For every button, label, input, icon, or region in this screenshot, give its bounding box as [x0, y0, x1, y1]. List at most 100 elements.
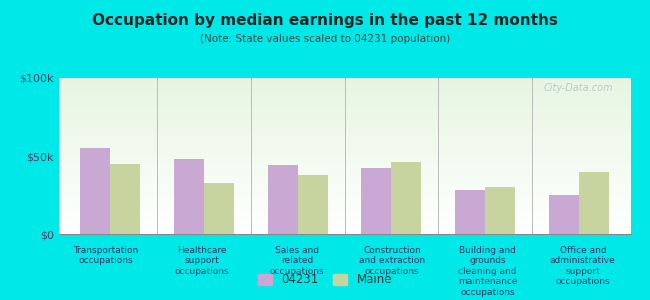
Bar — [58, 137, 630, 139]
Text: Healthcare
support
occupations: Healthcare support occupations — [174, 246, 229, 276]
Text: City-Data.com: City-Data.com — [543, 83, 614, 93]
Text: Construction
and extraction
occupations: Construction and extraction occupations — [359, 246, 425, 276]
Bar — [58, 165, 630, 167]
Bar — [58, 170, 630, 172]
Bar — [58, 189, 630, 190]
Bar — [58, 220, 630, 221]
Bar — [58, 200, 630, 201]
Bar — [58, 106, 630, 108]
Bar — [58, 159, 630, 161]
Bar — [485, 187, 515, 234]
Bar — [58, 196, 630, 198]
Bar — [174, 159, 204, 234]
Bar — [58, 187, 630, 189]
Bar — [58, 223, 630, 225]
Bar — [58, 101, 630, 103]
Bar — [58, 89, 630, 91]
Bar — [58, 78, 630, 80]
Bar — [58, 225, 630, 226]
Bar — [58, 201, 630, 203]
Bar — [58, 217, 630, 218]
Text: Building and
grounds
cleaning and
maintenance
occupations: Building and grounds cleaning and mainte… — [458, 246, 517, 297]
Bar — [58, 218, 630, 220]
Bar — [58, 215, 630, 217]
Bar — [268, 165, 298, 234]
Bar — [58, 229, 630, 231]
Bar — [58, 114, 630, 116]
Bar — [58, 139, 630, 140]
Bar — [58, 87, 630, 89]
Bar — [58, 164, 630, 165]
Bar — [58, 98, 630, 100]
Bar — [58, 147, 630, 148]
Bar — [58, 221, 630, 223]
Bar — [58, 162, 630, 164]
Bar — [361, 169, 391, 234]
Bar — [58, 120, 630, 122]
Bar — [58, 92, 630, 94]
Bar — [58, 140, 630, 142]
Bar — [58, 100, 630, 101]
Bar — [58, 116, 630, 117]
Bar — [58, 122, 630, 123]
Bar — [58, 103, 630, 104]
Bar — [58, 208, 630, 209]
Bar — [579, 172, 609, 234]
Bar — [58, 151, 630, 153]
Text: Transportation
occupations: Transportation occupations — [73, 246, 139, 266]
Bar — [58, 173, 630, 175]
Bar — [58, 194, 630, 195]
Bar — [58, 206, 630, 208]
Bar — [58, 195, 630, 196]
Bar — [58, 204, 630, 206]
Bar — [58, 169, 630, 170]
Bar — [391, 162, 421, 234]
Text: Sales and
related
occupations: Sales and related occupations — [270, 246, 324, 276]
Bar — [58, 108, 630, 109]
Bar — [58, 94, 630, 95]
Text: Office and
administrative
support
occupations: Office and administrative support occupa… — [550, 246, 616, 286]
Bar — [58, 181, 630, 182]
Bar — [58, 231, 630, 232]
Bar — [58, 190, 630, 192]
Bar — [58, 150, 630, 151]
Bar — [58, 198, 630, 200]
Bar — [110, 164, 140, 234]
Bar — [58, 156, 630, 158]
Bar — [58, 184, 630, 186]
Bar — [58, 80, 630, 81]
Bar — [58, 123, 630, 125]
Bar — [58, 84, 630, 86]
Bar — [58, 192, 630, 194]
Bar — [58, 145, 630, 147]
Bar — [58, 186, 630, 187]
Bar — [58, 91, 630, 92]
Bar — [58, 154, 630, 156]
Bar — [58, 133, 630, 134]
Bar — [58, 136, 630, 137]
Bar — [58, 158, 630, 159]
Bar — [58, 95, 630, 97]
Bar — [58, 167, 630, 169]
Bar — [455, 190, 485, 234]
Bar — [58, 126, 630, 128]
Bar — [58, 111, 630, 112]
Bar — [58, 209, 630, 211]
Bar — [58, 118, 630, 120]
Text: (Note: State values scaled to 04231 population): (Note: State values scaled to 04231 popu… — [200, 34, 450, 44]
Bar — [58, 226, 630, 228]
Bar — [58, 117, 630, 118]
Bar — [58, 175, 630, 176]
Bar — [58, 148, 630, 150]
Bar — [58, 86, 630, 87]
Bar — [58, 109, 630, 111]
Bar — [58, 142, 630, 143]
Bar — [58, 203, 630, 204]
Bar — [58, 131, 630, 133]
Bar — [58, 212, 630, 214]
Bar — [58, 176, 630, 178]
Bar — [58, 143, 630, 145]
Bar — [58, 161, 630, 162]
Text: Occupation by median earnings in the past 12 months: Occupation by median earnings in the pas… — [92, 14, 558, 28]
Bar — [58, 83, 630, 84]
